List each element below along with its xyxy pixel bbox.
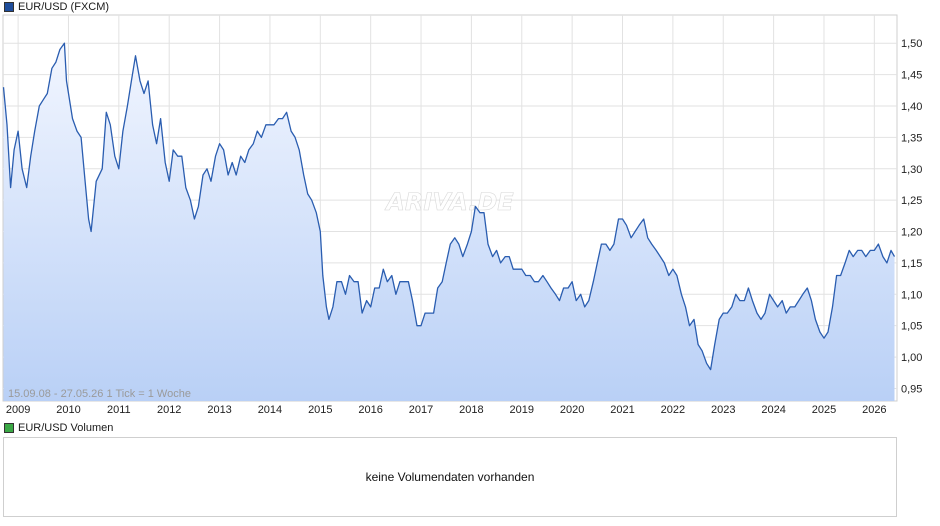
y-tick-label: 0,95: [901, 383, 922, 395]
chart-info-text: 15.09.08 - 27.05.26 1 Tick = 1 Woche: [8, 388, 191, 400]
y-tick-label: 1,20: [901, 227, 922, 239]
price-legend-label: EUR/USD (FXCM): [18, 1, 110, 13]
y-tick-label: 1,45: [901, 70, 922, 82]
x-tick-label: 2012: [157, 404, 181, 416]
volume-legend-label: EUR/USD Volumen: [18, 422, 114, 434]
watermark-logo: ARIVA.DE: [384, 188, 514, 216]
x-tick-label: 2010: [56, 404, 80, 416]
y-tick-label: 1,25: [901, 195, 922, 207]
x-tick-label: 2009: [6, 404, 30, 416]
y-tick-label: 1,10: [901, 289, 922, 301]
x-tick-label: 2013: [207, 404, 231, 416]
x-tick-label: 2023: [711, 404, 735, 416]
price-line: [2, 42, 896, 371]
x-tick-label: 2019: [510, 404, 534, 416]
price-legend-swatch: [4, 2, 14, 12]
x-tick-label: 2014: [258, 404, 282, 416]
y-tick-label: 1,30: [901, 164, 922, 176]
price-area: [3, 43, 895, 401]
x-tick-label: 2024: [761, 404, 785, 416]
y-tick-label: 1,15: [901, 258, 922, 270]
x-tick-label: 2025: [812, 404, 836, 416]
x-tick-label: 2021: [610, 404, 634, 416]
volume-legend: EUR/USD Volumen: [4, 421, 113, 435]
x-tick-label: 2017: [409, 404, 433, 416]
y-tick-label: 1,00: [901, 352, 922, 364]
volume-legend-swatch: [4, 423, 14, 433]
x-tick-label: 2020: [560, 404, 584, 416]
x-tick-label: 2015: [308, 404, 332, 416]
volume-panel: keine Volumendaten vorhanden: [3, 437, 897, 517]
y-tick-label: 1,50: [901, 38, 922, 50]
x-tick-label: 2018: [459, 404, 483, 416]
x-tick-label: 2016: [358, 404, 382, 416]
price-legend: EUR/USD (FXCM): [4, 0, 109, 14]
x-tick-label: 2011: [107, 404, 131, 416]
y-tick-label: 1,40: [901, 101, 922, 113]
x-tick-label: 2022: [661, 404, 685, 416]
x-tick-label: 2026: [862, 404, 886, 416]
price-chart: 0,95 1,00 1,05 1,10 1,15 1,20 1,25 1,30 1,35 1,40…: [2, 14, 922, 416]
y-tick-label: 1,35: [901, 132, 922, 144]
y-tick-label: 1,05: [901, 321, 922, 333]
no-volume-message: keine Volumendaten vorhanden: [365, 470, 535, 484]
